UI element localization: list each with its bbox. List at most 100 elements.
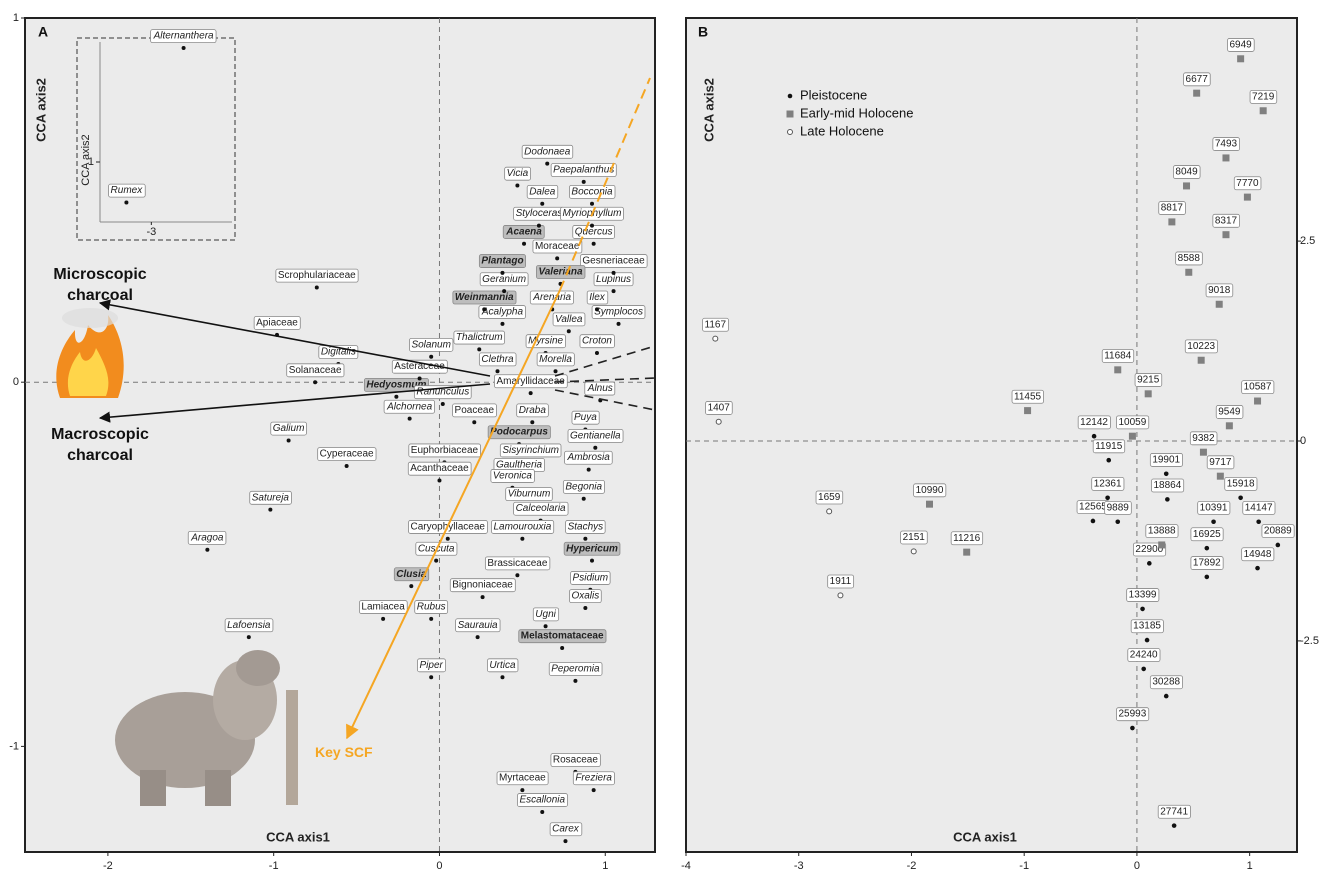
point-label: Puya <box>571 410 600 425</box>
point-label: Croton <box>579 334 615 349</box>
label-text: Ilex <box>589 292 606 303</box>
point <box>1024 407 1032 415</box>
point-label: 9215 <box>1134 373 1163 387</box>
point <box>1225 422 1233 430</box>
label-text: 11216 <box>953 533 981 544</box>
point-label: 8317 <box>1212 213 1240 228</box>
x-tick-label: -3 <box>794 860 804 870</box>
label-text: Rubus <box>417 602 446 613</box>
point-label: Morella <box>536 352 575 367</box>
point <box>1222 231 1230 239</box>
point <box>616 321 621 326</box>
y-axis-title: CCA axis2 <box>33 78 48 142</box>
point <box>124 200 129 205</box>
label-text: Alnus <box>587 383 613 394</box>
label-text: 20889 <box>1264 526 1292 537</box>
point <box>543 624 548 629</box>
label-box <box>1130 619 1164 634</box>
label-box <box>1149 675 1183 690</box>
point-label: Freziera <box>572 771 615 786</box>
label-text: Gentianella <box>570 430 621 441</box>
point <box>515 573 520 578</box>
label-text: 10059 <box>1119 417 1147 428</box>
point-label: Gentianella <box>567 428 624 443</box>
point <box>1141 666 1146 672</box>
label-text: Lupinus <box>596 274 631 285</box>
label-text: Amaryllidaceae <box>496 376 565 387</box>
point-label: Amaryllidaceae <box>494 374 568 389</box>
label-text: Bocconia <box>571 186 613 197</box>
point <box>530 420 535 425</box>
point-label: Podocarpus <box>487 425 551 440</box>
label-text: Myrsine <box>528 336 563 347</box>
point-label: 18864 <box>1151 478 1185 493</box>
label-text: Draba <box>519 405 547 416</box>
point <box>480 595 485 600</box>
point-label: Thalictrum <box>453 330 506 345</box>
label-text: Symplocos <box>594 307 643 318</box>
label-box <box>550 753 601 767</box>
point-label: 9549 <box>1215 405 1244 419</box>
y-tick-label: 0 <box>1300 435 1306 447</box>
point-label: 13399 <box>1126 588 1160 602</box>
label-text: Croton <box>582 336 612 347</box>
vector-line <box>554 377 656 383</box>
legend-marker <box>787 129 793 135</box>
point <box>407 416 412 421</box>
point-label: Viburnum <box>505 487 553 502</box>
label-box <box>579 334 615 349</box>
point-label: 16925 <box>1190 527 1224 542</box>
point-label: Psidium <box>570 571 611 585</box>
point-label: Escallonia <box>517 793 568 807</box>
key-scf-arrow <box>346 289 561 740</box>
y-tick-label: 2.5 <box>1300 235 1315 247</box>
point <box>500 321 505 326</box>
label-text: Aragoa <box>190 532 224 543</box>
label-box <box>526 184 559 199</box>
label-text: Vallea <box>555 314 583 325</box>
label-text: Psidium <box>573 572 609 583</box>
point <box>1163 693 1169 699</box>
point <box>417 376 422 381</box>
point-label: Poaceae <box>452 403 497 418</box>
point-label: Carex <box>549 822 583 837</box>
point-label: Vallea <box>552 312 586 327</box>
point <box>590 558 594 563</box>
label-text: Melastomataceae <box>521 631 604 642</box>
point <box>1144 390 1152 398</box>
label-text: 16925 <box>1193 529 1221 540</box>
label-text: Hypericum <box>566 543 618 554</box>
label-text: 6677 <box>1186 74 1209 85</box>
label-box <box>1134 373 1163 387</box>
label-box <box>1149 453 1183 467</box>
point-label: Euphorbiaceae <box>408 443 481 458</box>
point-label: Quercus <box>572 225 615 239</box>
y-axis-title: CCA axis2 <box>701 78 716 142</box>
vector-line <box>554 345 656 377</box>
label-box <box>1241 547 1275 562</box>
label-box <box>499 443 562 458</box>
point <box>1128 432 1136 440</box>
label-text: 27741 <box>1160 806 1188 817</box>
label-text: 8049 <box>1175 167 1198 178</box>
label-box <box>249 490 292 505</box>
point <box>1256 519 1261 525</box>
point <box>1163 471 1169 477</box>
point <box>1275 542 1281 548</box>
point-label: Saurauia <box>455 618 501 633</box>
label-box <box>569 589 602 604</box>
label-text: Solanum <box>411 339 450 350</box>
point <box>583 605 588 610</box>
label-box <box>1151 478 1185 493</box>
point <box>910 548 917 555</box>
label-text: Escallonia <box>519 795 565 806</box>
point <box>963 548 971 556</box>
y-axis-title: CCA axis2 <box>80 134 92 185</box>
point <box>1090 518 1096 524</box>
point-label: 13185 <box>1130 619 1164 634</box>
label-text: Euphorbiaceae <box>411 445 479 456</box>
point <box>445 536 450 541</box>
label-text: Apiaceae <box>256 317 298 328</box>
point-label: Aragoa <box>187 530 227 545</box>
